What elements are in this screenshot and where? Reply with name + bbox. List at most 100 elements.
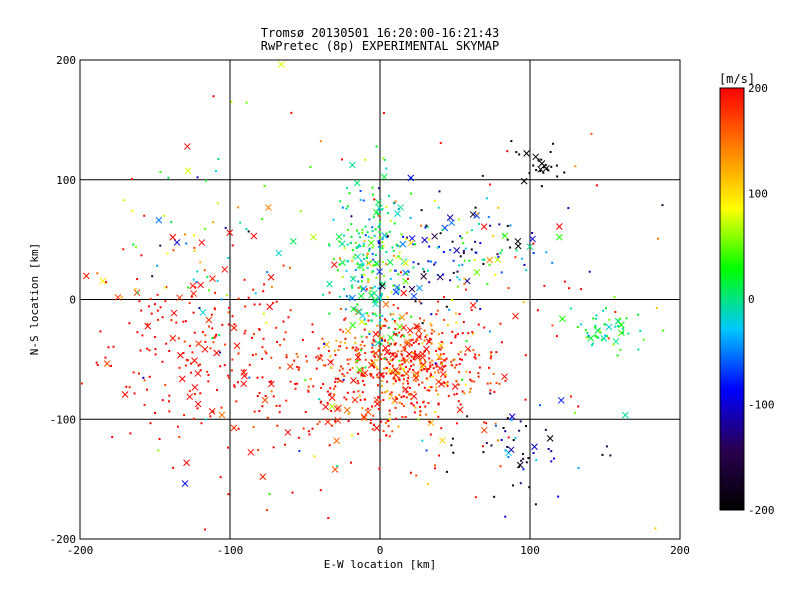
data-point bbox=[414, 243, 417, 246]
data-point bbox=[425, 413, 428, 416]
data-point-cross bbox=[617, 321, 625, 329]
data-point bbox=[193, 234, 196, 237]
data-point bbox=[175, 321, 178, 324]
data-point bbox=[437, 415, 440, 418]
data-point bbox=[261, 376, 264, 379]
data-point bbox=[507, 456, 510, 459]
data-point bbox=[323, 342, 326, 345]
data-point-cross bbox=[183, 143, 191, 150]
data-point bbox=[416, 401, 419, 404]
data-point-cross bbox=[439, 437, 446, 444]
data-point bbox=[352, 390, 355, 393]
data-point bbox=[407, 270, 410, 273]
data-point-cross bbox=[230, 424, 238, 432]
data-point bbox=[544, 163, 547, 166]
data-point bbox=[156, 264, 159, 267]
data-point bbox=[390, 291, 393, 294]
data-point-cross bbox=[344, 327, 352, 335]
data-point bbox=[435, 349, 438, 352]
data-point bbox=[509, 246, 512, 249]
data-point bbox=[465, 340, 468, 343]
data-point bbox=[230, 100, 233, 103]
colorbar-tick-labels: 200 100 0 -100 -200 bbox=[748, 82, 775, 517]
data-point-cross bbox=[310, 233, 317, 241]
data-point-cross bbox=[354, 353, 362, 361]
data-point bbox=[568, 287, 571, 290]
data-point bbox=[339, 307, 342, 310]
data-point bbox=[265, 508, 268, 511]
data-point-cross bbox=[324, 418, 332, 426]
data-point bbox=[372, 339, 375, 342]
data-point-cross bbox=[199, 309, 207, 316]
data-point bbox=[525, 425, 528, 428]
data-point bbox=[302, 427, 305, 430]
data-point bbox=[389, 219, 392, 222]
data-point-cross bbox=[322, 403, 329, 411]
data-point bbox=[322, 364, 325, 367]
data-point bbox=[492, 234, 495, 237]
data-point-cross bbox=[195, 340, 202, 347]
data-point bbox=[430, 313, 433, 316]
data-point bbox=[366, 266, 369, 269]
data-point bbox=[428, 389, 431, 392]
colorbar-gradient bbox=[719, 87, 745, 511]
data-point bbox=[140, 309, 143, 312]
data-point bbox=[182, 352, 185, 355]
data-point bbox=[334, 420, 337, 423]
data-point bbox=[369, 422, 372, 425]
data-point bbox=[406, 236, 409, 239]
data-point bbox=[470, 248, 473, 251]
data-point bbox=[587, 334, 590, 337]
data-point bbox=[542, 171, 545, 174]
data-point bbox=[380, 296, 383, 299]
data-point bbox=[270, 285, 273, 288]
data-point bbox=[468, 371, 471, 374]
data-point bbox=[381, 241, 384, 244]
data-point bbox=[193, 246, 196, 249]
data-point-cross bbox=[378, 282, 386, 290]
data-point bbox=[430, 324, 433, 327]
data-point bbox=[188, 344, 191, 347]
data-point bbox=[383, 158, 386, 161]
data-point bbox=[381, 238, 384, 241]
data-point bbox=[462, 242, 465, 245]
data-point bbox=[605, 445, 608, 448]
data-point bbox=[156, 309, 159, 312]
data-point-cross bbox=[316, 354, 324, 362]
data-point bbox=[253, 303, 256, 306]
data-point bbox=[414, 300, 417, 303]
data-point bbox=[369, 418, 372, 421]
data-point bbox=[464, 288, 467, 291]
data-point bbox=[498, 382, 501, 385]
data-point bbox=[399, 257, 402, 260]
data-point-cross bbox=[594, 327, 602, 335]
plot-area bbox=[79, 59, 681, 540]
data-point-cross bbox=[176, 294, 183, 302]
data-point bbox=[413, 352, 416, 355]
data-point bbox=[190, 371, 193, 374]
data-point bbox=[231, 244, 234, 247]
data-point bbox=[330, 409, 333, 412]
data-point bbox=[518, 465, 521, 468]
data-point bbox=[499, 251, 502, 254]
data-point bbox=[388, 393, 391, 396]
data-point bbox=[237, 352, 240, 355]
data-point bbox=[391, 318, 394, 321]
data-point bbox=[522, 457, 525, 460]
data-point bbox=[442, 250, 445, 253]
data-point bbox=[247, 296, 250, 299]
data-point bbox=[493, 495, 496, 498]
data-point bbox=[379, 248, 382, 251]
data-point bbox=[401, 415, 404, 418]
data-point bbox=[372, 258, 375, 261]
data-point bbox=[291, 491, 294, 494]
data-point bbox=[518, 153, 521, 156]
data-point bbox=[427, 402, 430, 405]
data-point bbox=[154, 353, 157, 356]
data-point bbox=[104, 281, 107, 284]
data-point bbox=[468, 390, 471, 393]
data-point bbox=[305, 360, 308, 363]
data-point bbox=[349, 358, 352, 361]
data-point bbox=[209, 347, 212, 350]
colorbar-tick-label: -200 bbox=[748, 504, 775, 517]
